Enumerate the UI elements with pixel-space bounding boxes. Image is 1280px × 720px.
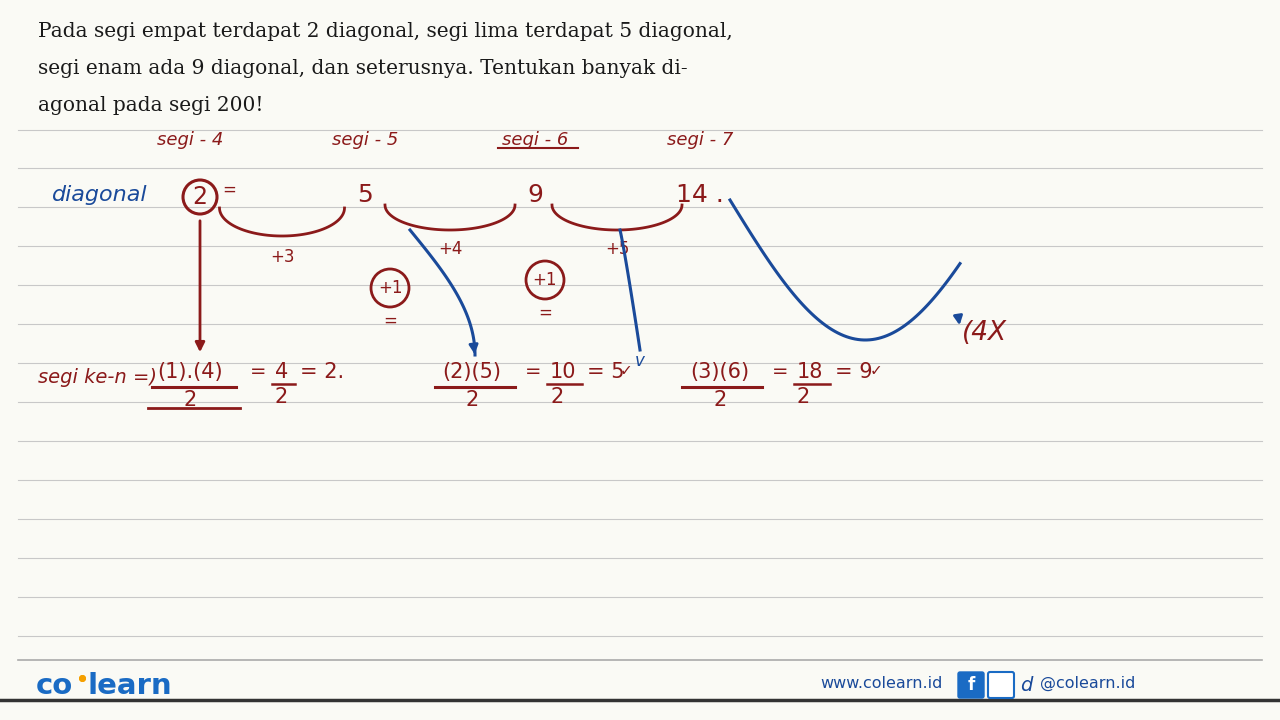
Text: +1: +1	[378, 279, 402, 297]
Text: +5: +5	[605, 240, 630, 258]
Text: +1: +1	[532, 271, 557, 289]
Text: diagonal: diagonal	[52, 185, 147, 205]
Text: co: co	[36, 672, 73, 700]
Text: +3: +3	[270, 248, 294, 266]
Text: ✓: ✓	[620, 363, 632, 378]
Text: = 2.: = 2.	[300, 362, 344, 382]
Text: segi - 4: segi - 4	[157, 131, 223, 149]
Text: (2)(5): (2)(5)	[443, 362, 502, 382]
FancyBboxPatch shape	[988, 672, 1014, 698]
Text: 2: 2	[183, 390, 197, 410]
Text: 18: 18	[797, 362, 823, 382]
Text: v: v	[635, 352, 645, 370]
Text: Pada segi empat terdapat 2 diagonal, segi lima terdapat 5 diagonal,: Pada segi empat terdapat 2 diagonal, seg…	[38, 22, 732, 41]
FancyBboxPatch shape	[957, 672, 984, 698]
Text: (3)(6): (3)(6)	[690, 362, 750, 382]
Text: agonal pada segi 200!: agonal pada segi 200!	[38, 96, 264, 115]
Text: ✓: ✓	[870, 363, 883, 378]
Text: segi enam ada 9 diagonal, dan seterusnya. Tentukan banyak di-: segi enam ada 9 diagonal, dan seterusnya…	[38, 59, 687, 78]
Text: 2: 2	[466, 390, 479, 410]
Text: www.colearn.id: www.colearn.id	[820, 676, 942, 691]
Text: 9: 9	[527, 183, 543, 207]
Text: segi - 5: segi - 5	[332, 131, 398, 149]
Text: 10: 10	[550, 362, 576, 382]
Text: =: =	[221, 181, 236, 199]
Text: segi ke-n =): segi ke-n =)	[38, 368, 157, 387]
Text: 2: 2	[275, 387, 288, 407]
Text: =: =	[525, 362, 541, 381]
Text: 2: 2	[550, 387, 563, 407]
Text: 5: 5	[357, 183, 372, 207]
Text: (1).(4): (1).(4)	[157, 362, 223, 382]
Text: @colearn.id: @colearn.id	[1039, 676, 1135, 691]
Text: 2: 2	[713, 390, 727, 410]
Text: = 5: = 5	[588, 362, 625, 382]
Text: =: =	[538, 304, 552, 322]
Text: = 9: = 9	[835, 362, 873, 382]
Text: +4: +4	[438, 240, 462, 258]
Text: 2: 2	[797, 387, 810, 407]
Text: =: =	[250, 362, 266, 381]
Text: d: d	[1020, 676, 1033, 695]
Text: learn: learn	[88, 672, 173, 700]
Text: segi - 6: segi - 6	[502, 131, 568, 149]
Text: 2: 2	[192, 185, 207, 209]
Text: 14 .: 14 .	[676, 183, 724, 207]
Text: f: f	[968, 676, 974, 694]
Text: =: =	[772, 362, 788, 381]
Text: (4X: (4X	[963, 320, 1007, 346]
Text: =: =	[383, 312, 397, 330]
Text: segi - 7: segi - 7	[667, 131, 733, 149]
Text: 4: 4	[275, 362, 288, 382]
